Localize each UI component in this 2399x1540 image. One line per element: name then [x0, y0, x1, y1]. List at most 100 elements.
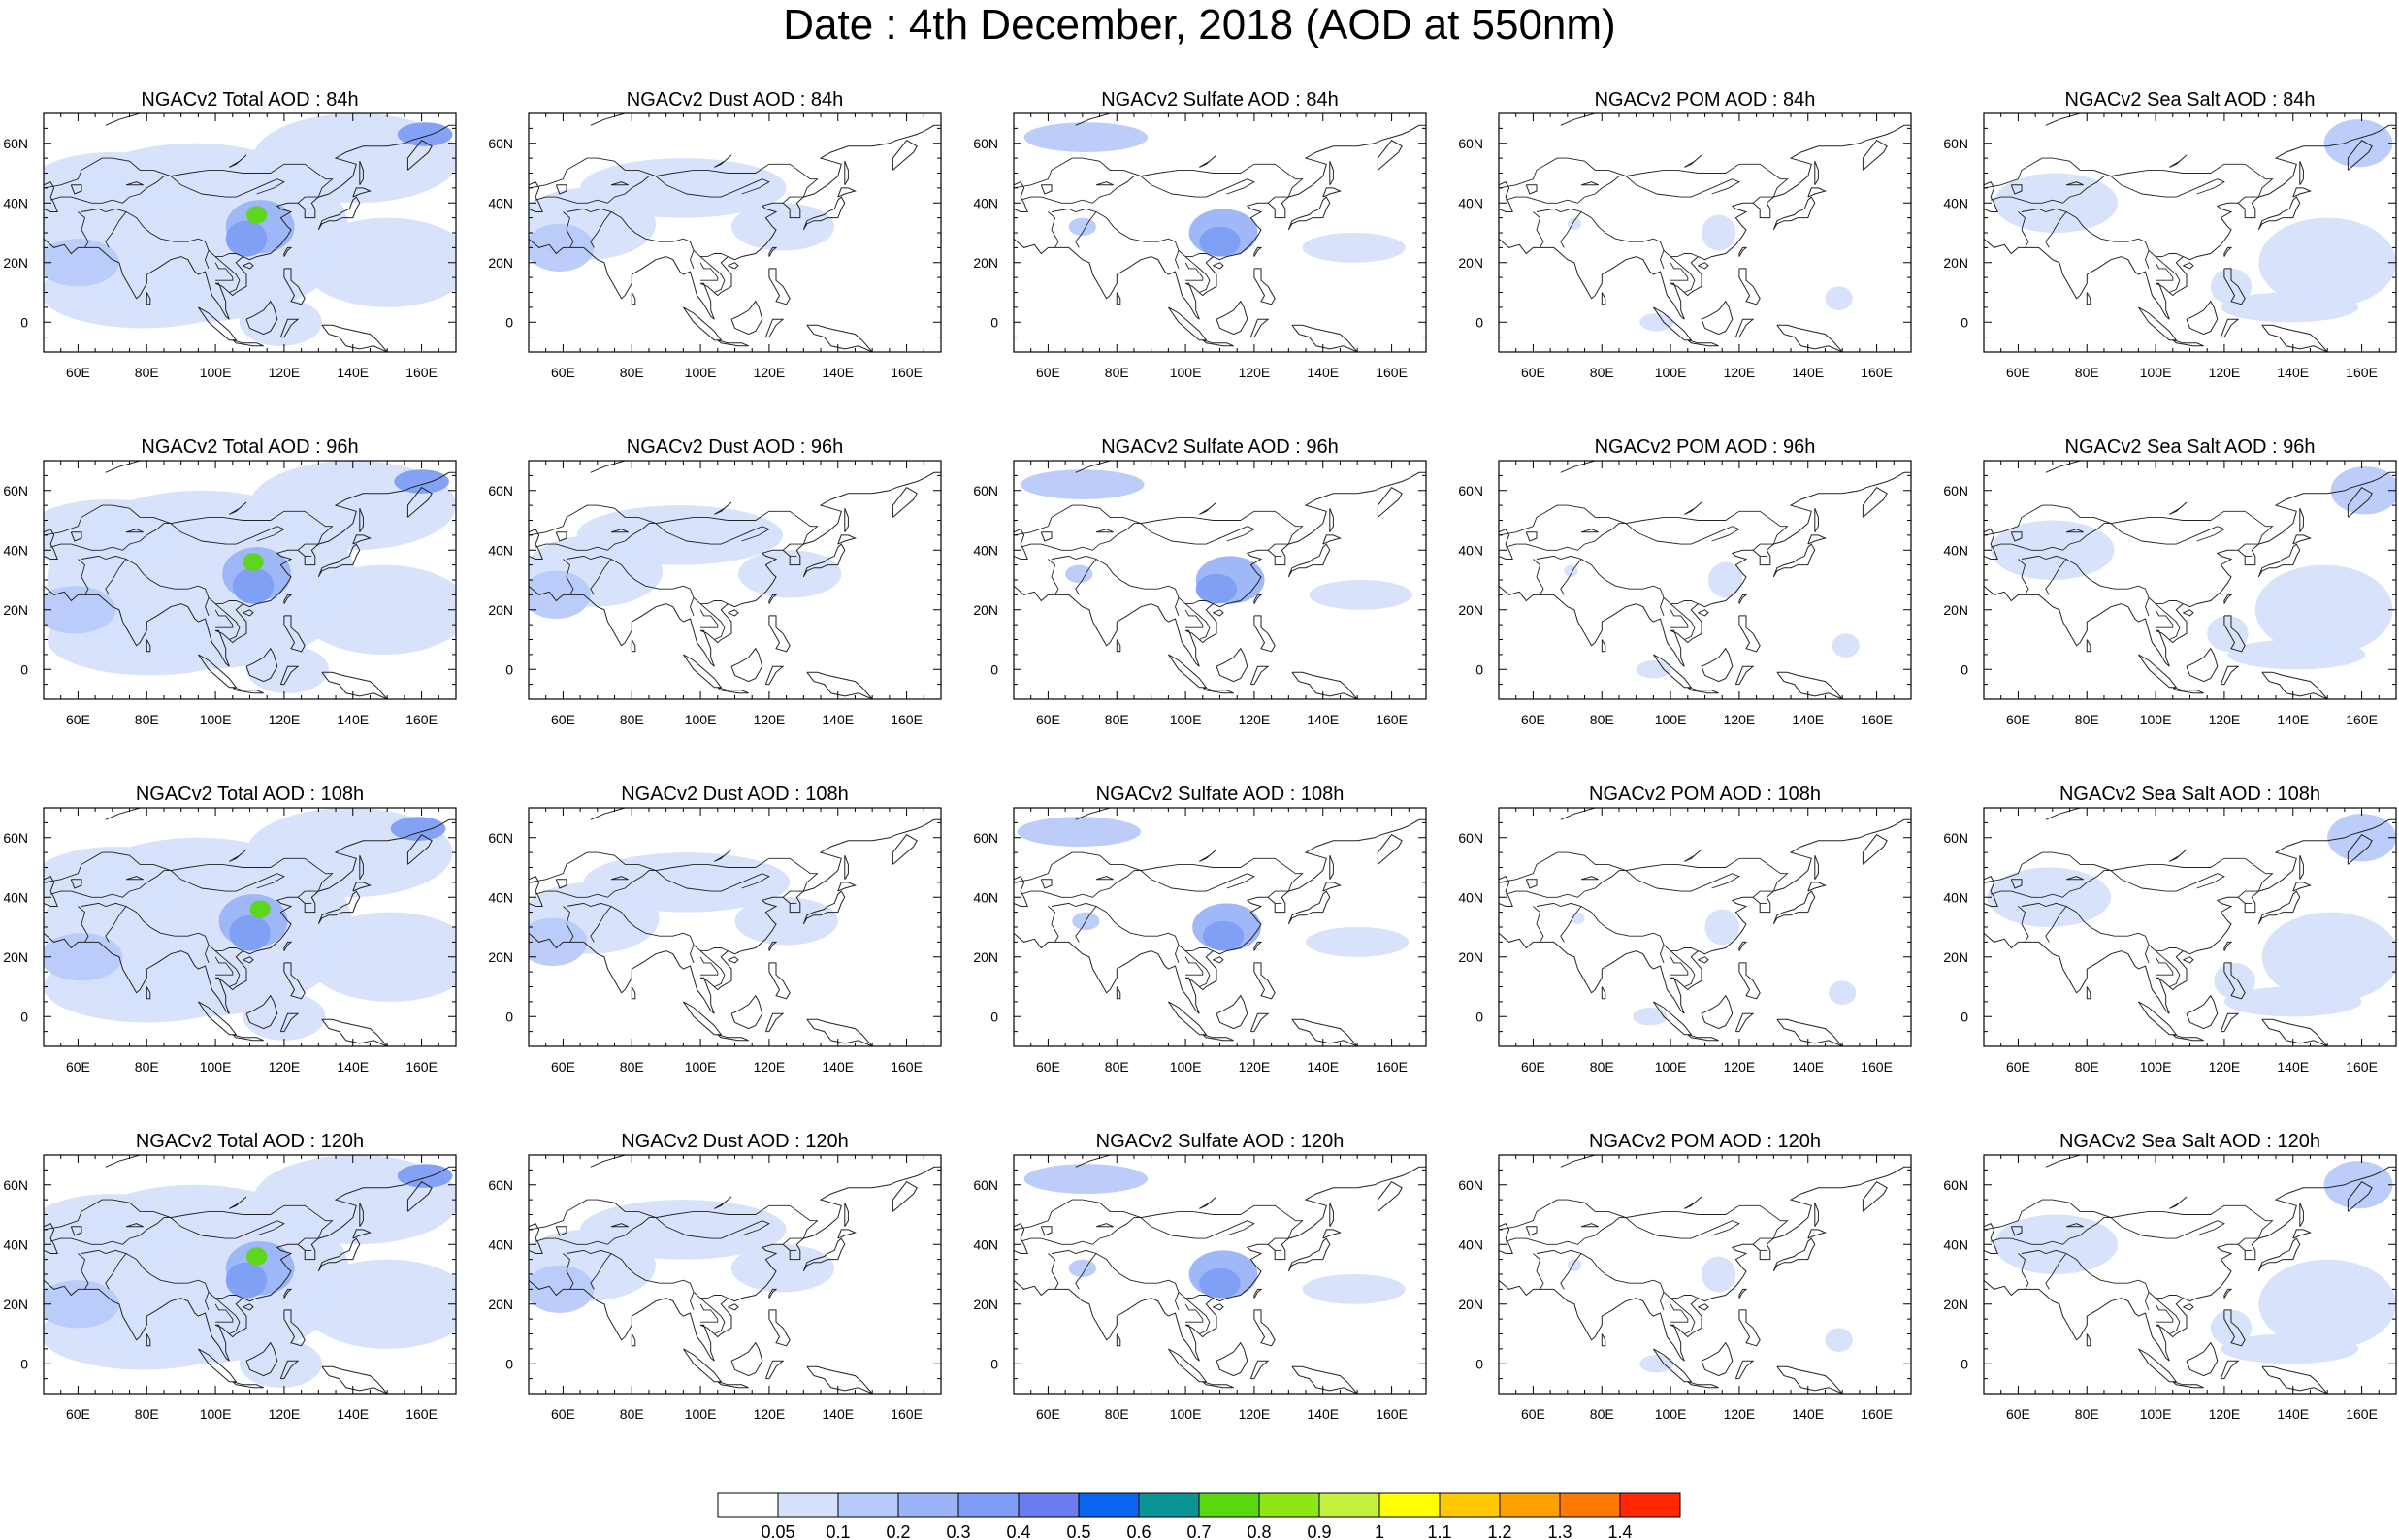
- coastline: [1601, 292, 1606, 305]
- lon-tick-label: 140E: [822, 1406, 854, 1422]
- lon-tick-label: 60E: [1521, 1406, 1545, 1422]
- lon-tick-label: 160E: [405, 1406, 438, 1422]
- aod-field: [1499, 461, 1911, 699]
- coastline: [44, 1166, 456, 1362]
- coastline: [730, 647, 763, 683]
- colorbar: 0.05 0.1 0.2 0.3 0.4 0.5 0.6 0.7 0.8 0.9 1 1.1 1.2 1.…: [717, 1492, 1681, 1540]
- coastline: [2172, 1034, 2204, 1042]
- lat-tick-label: 60N: [1943, 483, 1968, 498]
- aod-field: [1014, 113, 1426, 352]
- coastline: [1505, 523, 1626, 551]
- aod-blob: [301, 217, 456, 307]
- coastline: [682, 1001, 723, 1036]
- aod-field: [1014, 461, 1426, 699]
- coastline: [699, 256, 726, 293]
- coastline: [279, 1360, 300, 1380]
- coastline: [1051, 208, 1097, 248]
- map-plot: 60E 80E 100E 120E 140E 160E 60N 40N 20N 0: [1458, 1154, 1912, 1422]
- coastline: [359, 855, 364, 881]
- lat-tick-label: 40N: [973, 889, 998, 905]
- lon-tick-label: 140E: [1792, 712, 1824, 727]
- coastline: [2010, 1226, 2023, 1236]
- coastline: [699, 950, 726, 987]
- coastline: [170, 523, 285, 545]
- colorbar-label: 0.2: [886, 1523, 910, 1540]
- colorbar-label: 0.6: [1126, 1523, 1151, 1540]
- coastline: [232, 1381, 264, 1389]
- coastline: [2292, 882, 2312, 892]
- coastline: [1663, 945, 1699, 952]
- lat-tick-label: 0: [1961, 1356, 1968, 1371]
- lat-tick-label: 20N: [3, 949, 28, 965]
- coastline: [1051, 555, 1097, 595]
- coastline: [359, 508, 364, 533]
- coastline: [214, 262, 234, 281]
- coastline: [2021, 555, 2067, 595]
- lon-tick-label: 60E: [2006, 1059, 2030, 1075]
- lon-tick-label: 140E: [1792, 1059, 1824, 1075]
- panel-title: NGACv2 Total AOD : 108h: [135, 784, 365, 805]
- coastline: [197, 1348, 238, 1383]
- coastline: [699, 1303, 719, 1323]
- lon-tick-label: 60E: [1036, 1406, 1060, 1422]
- coastline: [1560, 113, 1596, 126]
- coastline: [1329, 161, 1334, 186]
- aod-blob: [1202, 920, 1245, 951]
- coastline: [655, 523, 770, 545]
- map-plot: 60E 80E 100E 120E 140E 160E 60N 40N 20N 0: [1943, 1154, 2397, 1422]
- coastline: [2086, 639, 2091, 653]
- lat-tick-label: 40N: [973, 195, 998, 210]
- lat-tick-label: 40N: [488, 889, 513, 905]
- coastline: [283, 268, 306, 305]
- lon-tick-label: 140E: [337, 712, 369, 727]
- lon-tick-label: 140E: [1307, 365, 1339, 380]
- aod-blob: [1023, 122, 1149, 152]
- coastline: [1580, 1253, 1665, 1311]
- coastline: [1167, 306, 1208, 341]
- coastline: [1772, 1237, 1816, 1272]
- map-plot: 60E 80E 100E 120E 140E 160E 60N 40N 20N 0: [488, 460, 942, 727]
- coastline: [1287, 543, 1331, 578]
- colorbar-label: 1.1: [1427, 1523, 1451, 1540]
- coastline: [1267, 196, 1289, 204]
- coastline: [229, 501, 247, 515]
- aod-blob: [730, 1244, 835, 1293]
- coastline: [1687, 1034, 1719, 1042]
- coastline: [730, 1341, 763, 1377]
- coastline: [1253, 594, 1263, 604]
- coastline: [352, 882, 372, 892]
- coastline: [2347, 834, 2373, 865]
- coastline: [699, 1298, 726, 1334]
- lon-tick-label: 60E: [66, 1059, 90, 1075]
- coastline: [1253, 615, 1276, 653]
- map-plot: 60E 80E 100E 120E 140E 160E 60N 40N 20N 0: [1943, 807, 2397, 1075]
- coastline: [1167, 1348, 1208, 1383]
- lon-tick-label: 100E: [200, 365, 232, 380]
- coastline: [1738, 615, 1761, 653]
- coastline: [2257, 543, 2301, 578]
- coastline: [1140, 870, 1255, 892]
- lon-tick-label: 100E: [2140, 1406, 2172, 1422]
- lat-tick-label: 20N: [488, 949, 513, 965]
- coastline: [1040, 1226, 1053, 1236]
- aod-blob: [1825, 286, 1853, 310]
- coastline: [245, 300, 278, 336]
- coastline: [2186, 300, 2219, 336]
- lat-tick-label: 0: [1961, 314, 1968, 330]
- aod-blob: [529, 917, 588, 966]
- lon-tick-label: 140E: [2277, 712, 2309, 727]
- coastline: [717, 339, 749, 347]
- lon-tick-label: 80E: [620, 1059, 644, 1075]
- coastline: [1738, 941, 1748, 951]
- coastline: [1652, 654, 1693, 689]
- lon-tick-label: 60E: [1521, 1059, 1545, 1075]
- coastline: [297, 890, 319, 898]
- coastline: [1322, 882, 1342, 892]
- coastline: [1990, 176, 2111, 204]
- coastline: [297, 196, 319, 204]
- coastline: [1738, 268, 1761, 305]
- lon-tick-label: 140E: [822, 1059, 854, 1075]
- lat-tick-label: 0: [990, 661, 998, 677]
- coastline: [728, 1303, 739, 1311]
- coastline: [1807, 187, 1827, 198]
